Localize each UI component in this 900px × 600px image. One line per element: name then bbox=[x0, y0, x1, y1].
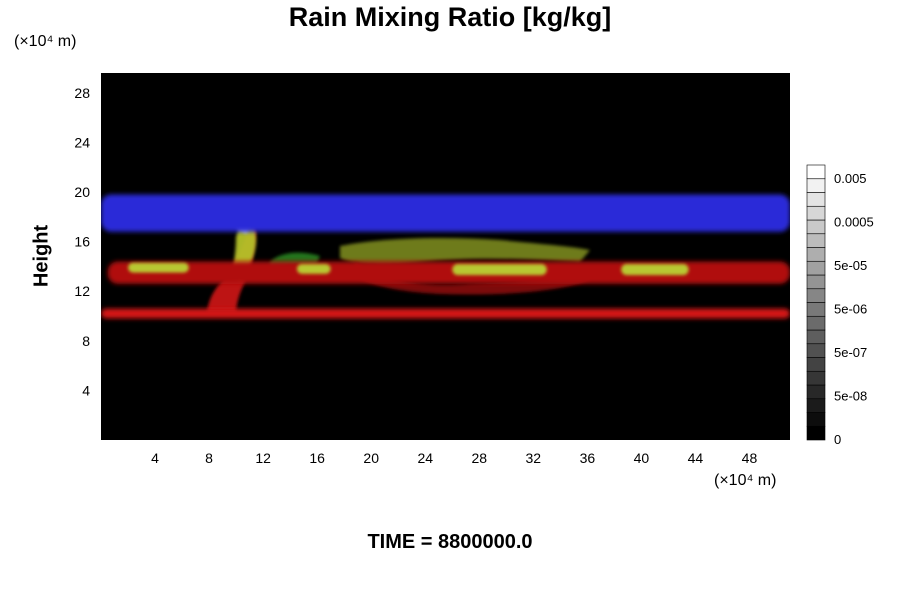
x-tick-label: 48 bbox=[742, 450, 758, 466]
x-tick-label: 28 bbox=[471, 450, 487, 466]
layer-band bbox=[101, 308, 790, 319]
colorbar-level bbox=[806, 398, 826, 413]
layer-band bbox=[452, 263, 547, 276]
x-axis-ticks: 4 8 12 16 20 24 28 32 36 40 44 48 bbox=[151, 450, 757, 466]
y-tick-label: 12 bbox=[74, 283, 90, 299]
chart-title: Rain Mixing Ratio [kg/kg] bbox=[288, 2, 612, 32]
colorbar-level bbox=[806, 164, 826, 180]
colorbar-level bbox=[806, 357, 826, 372]
y-tick-label: 4 bbox=[82, 382, 90, 398]
plume-shape bbox=[355, 262, 590, 295]
y-tick-label: 28 bbox=[74, 85, 90, 101]
colorbar-label: 5e-07 bbox=[834, 345, 867, 360]
colorbar-level bbox=[806, 274, 826, 290]
colorbar-label: 0.0005 bbox=[834, 214, 874, 229]
colorbar-level bbox=[806, 288, 826, 303]
colorbar-level bbox=[806, 247, 826, 262]
x-tick-label: 36 bbox=[580, 450, 596, 466]
colorbar-label: 5e-05 bbox=[834, 258, 867, 273]
layer-band bbox=[621, 263, 689, 276]
x-tick-label: 16 bbox=[309, 450, 325, 466]
colorbar-level bbox=[806, 425, 826, 441]
colorbar: 0 5e-08 5e-07 5e-06 5e-05 0.0005 0.005 bbox=[806, 164, 874, 447]
y-tick-label: 16 bbox=[74, 234, 90, 250]
layer-band bbox=[101, 194, 790, 232]
colorbar-label: 5e-06 bbox=[834, 301, 867, 316]
colorbar-level bbox=[806, 315, 826, 331]
colorbar-level bbox=[806, 205, 826, 221]
colorbar-level bbox=[806, 260, 826, 276]
x-tick-label: 32 bbox=[526, 450, 542, 466]
x-tick-label: 12 bbox=[255, 450, 271, 466]
x-tick-label: 44 bbox=[688, 450, 704, 466]
data-layers bbox=[101, 194, 790, 319]
colorbar-level bbox=[806, 370, 826, 386]
x-tick-label: 40 bbox=[634, 450, 650, 466]
colorbar-label: 0 bbox=[834, 432, 841, 447]
colorbar-level bbox=[806, 329, 826, 345]
x-tick-label: 24 bbox=[417, 450, 433, 466]
layer-band bbox=[107, 261, 790, 284]
plume-shape bbox=[340, 238, 590, 265]
x-axis-unit: (×10⁴ m) bbox=[714, 472, 777, 489]
colorbar-level bbox=[806, 192, 826, 207]
y-axis-ticks: 4 8 12 16 20 24 28 bbox=[74, 85, 90, 399]
x-tick-label: 20 bbox=[363, 450, 379, 466]
x-tick-label: 8 bbox=[205, 450, 213, 466]
layer-band bbox=[128, 262, 189, 273]
layer-band bbox=[296, 263, 331, 274]
colorbar-label: 5e-08 bbox=[834, 388, 867, 403]
y-tick-label: 24 bbox=[74, 134, 90, 150]
colorbar-level bbox=[806, 384, 826, 400]
colorbar-level bbox=[806, 343, 826, 358]
y-tick-label: 20 bbox=[74, 184, 90, 200]
x-tick-label: 4 bbox=[151, 450, 159, 466]
y-tick-label: 8 bbox=[82, 333, 90, 349]
colorbar-level bbox=[806, 302, 826, 317]
colorbar-level bbox=[806, 178, 826, 193]
colorbar-level bbox=[806, 233, 826, 248]
colorbar-level bbox=[806, 412, 826, 427]
y-axis-unit: (×10⁴ m) bbox=[14, 33, 77, 50]
colorbar-level bbox=[806, 219, 826, 235]
time-label: TIME = 8800000.0 bbox=[367, 531, 533, 553]
colorbar-label: 0.005 bbox=[834, 171, 867, 186]
